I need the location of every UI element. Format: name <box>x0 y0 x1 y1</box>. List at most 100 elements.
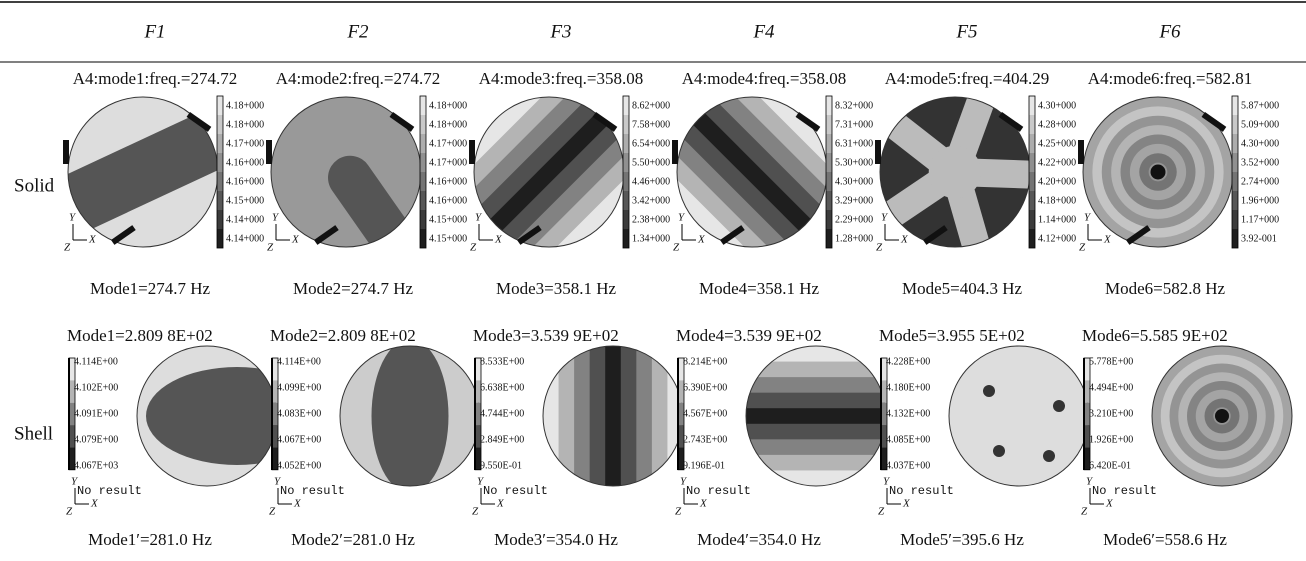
legend-label: 4.114E+00 <box>74 356 118 367</box>
panel-title: A4:mode2:freq.=274.72 <box>276 69 440 88</box>
legend-label: 5.50+000 <box>632 157 670 168</box>
legend-label: 4.052E+00 <box>277 460 321 471</box>
legend-label: 6.420E-01 <box>1089 460 1131 471</box>
panel-caption: Mode1=274.7 Hz <box>90 279 211 298</box>
probe <box>266 140 272 164</box>
legend-label: 4.18+000 <box>1038 195 1076 206</box>
legend-label: 8.533E+00 <box>480 356 524 367</box>
legend-swatch <box>420 210 426 229</box>
column-header: F6 <box>1158 21 1181 42</box>
legend-swatch <box>217 191 223 210</box>
legend-swatch <box>420 134 426 153</box>
legend-swatch <box>826 229 832 248</box>
row-label: Shell <box>14 423 53 444</box>
column-header: F2 <box>346 21 369 42</box>
legend-label: 2.74+000 <box>1241 176 1279 187</box>
legend-swatch <box>623 115 629 134</box>
legend-label: 4.14+000 <box>226 233 264 244</box>
legend-label: 6.638E+00 <box>480 382 524 393</box>
contour-band <box>983 385 995 397</box>
legend-swatch <box>623 153 629 172</box>
legend-swatch <box>1232 229 1238 248</box>
legend-label: 4.494E+00 <box>1089 382 1133 393</box>
legend-label: 4.18+000 <box>429 119 467 130</box>
legend-swatch <box>420 96 426 115</box>
legend-label: 4.18+000 <box>429 100 467 111</box>
legend-label: 4.067E+00 <box>277 434 321 445</box>
legend-label: 1.17+000 <box>1241 214 1279 225</box>
probe <box>469 140 475 164</box>
panel-caption: Mode2=274.7 Hz <box>293 279 414 298</box>
contour-band <box>621 311 637 521</box>
legend-swatch <box>217 172 223 191</box>
axis-label: X <box>293 498 302 510</box>
legend-swatch <box>623 191 629 210</box>
column-header: F5 <box>955 21 977 42</box>
axis-label: Y <box>881 212 889 224</box>
axis-label: Y <box>475 212 483 224</box>
legend-label: 4.744E+00 <box>480 408 524 419</box>
panel-title: A4:mode5:freq.=404.29 <box>885 69 1049 88</box>
axis-label: Z <box>1081 506 1088 518</box>
axis-label: Z <box>269 506 276 518</box>
legend-swatch <box>217 229 223 248</box>
axis-label: Z <box>267 242 274 254</box>
legend-swatch <box>623 229 629 248</box>
axis-label: X <box>291 234 300 246</box>
legend-label: 4.22+000 <box>1038 157 1076 168</box>
contour-band <box>949 346 1089 486</box>
axis-label: X <box>902 498 911 510</box>
legend-swatch <box>1029 191 1035 210</box>
legend-label: 3.29+000 <box>835 195 873 206</box>
legend-swatch <box>1029 134 1035 153</box>
legend-swatch <box>420 229 426 248</box>
legend-swatch <box>623 134 629 153</box>
legend-swatch <box>826 191 832 210</box>
column-header: F3 <box>549 21 571 42</box>
legend-label: 4.16+000 <box>226 157 264 168</box>
legend-label: 7.58+000 <box>632 119 670 130</box>
legend-swatch <box>1232 115 1238 134</box>
panel-title: Mode1=2.809 8E+02 <box>67 326 213 345</box>
panel-title: A4:mode3:freq.=358.08 <box>479 69 643 88</box>
legend-swatch <box>1029 210 1035 229</box>
legend-label: 4.102E+00 <box>74 382 118 393</box>
legend-label: 4.037E+00 <box>886 460 930 471</box>
contour-band <box>372 339 449 493</box>
legend-label: 6.31+000 <box>835 138 873 149</box>
legend-swatch <box>217 134 223 153</box>
legend-label: 7.31+000 <box>835 119 873 130</box>
legend-swatch <box>217 115 223 134</box>
legend-label: 4.567E+00 <box>683 408 727 419</box>
note: No result <box>1092 484 1157 498</box>
probe <box>672 140 678 164</box>
legend-label: 4.091E+00 <box>74 408 118 419</box>
probe <box>63 140 69 164</box>
axis-label: Z <box>66 506 73 518</box>
probe <box>875 140 881 164</box>
legend-label: 4.16+000 <box>429 176 467 187</box>
legend-swatch <box>826 210 832 229</box>
legend-label: 6.390E+00 <box>683 382 727 393</box>
row-label: Solid <box>14 175 55 196</box>
legend-label: 4.25+000 <box>1038 138 1076 149</box>
contour-band <box>1043 450 1055 462</box>
legend-swatch <box>1232 191 1238 210</box>
note: No result <box>280 484 345 498</box>
legend-swatch <box>1029 153 1035 172</box>
legend-label: 4.114E+00 <box>277 356 321 367</box>
legend-swatch <box>217 96 223 115</box>
panel-caption: Mode4=358.1 Hz <box>699 279 820 298</box>
panel-caption: Mode3′=354.0 Hz <box>494 530 618 549</box>
legend-label: 9.550E-01 <box>480 460 522 471</box>
contour-band <box>929 146 982 199</box>
legend-label: 3.52+000 <box>1241 157 1279 168</box>
mode-shape <box>1152 346 1292 486</box>
legend-label: 5.30+000 <box>835 157 873 168</box>
legend-label: 2.29+000 <box>835 214 873 225</box>
legend-swatch <box>826 153 832 172</box>
axis-label: Z <box>64 242 71 254</box>
legend-label: 1.28+000 <box>835 233 873 244</box>
legend-swatch <box>1029 229 1035 248</box>
axis-label: Y <box>678 212 686 224</box>
